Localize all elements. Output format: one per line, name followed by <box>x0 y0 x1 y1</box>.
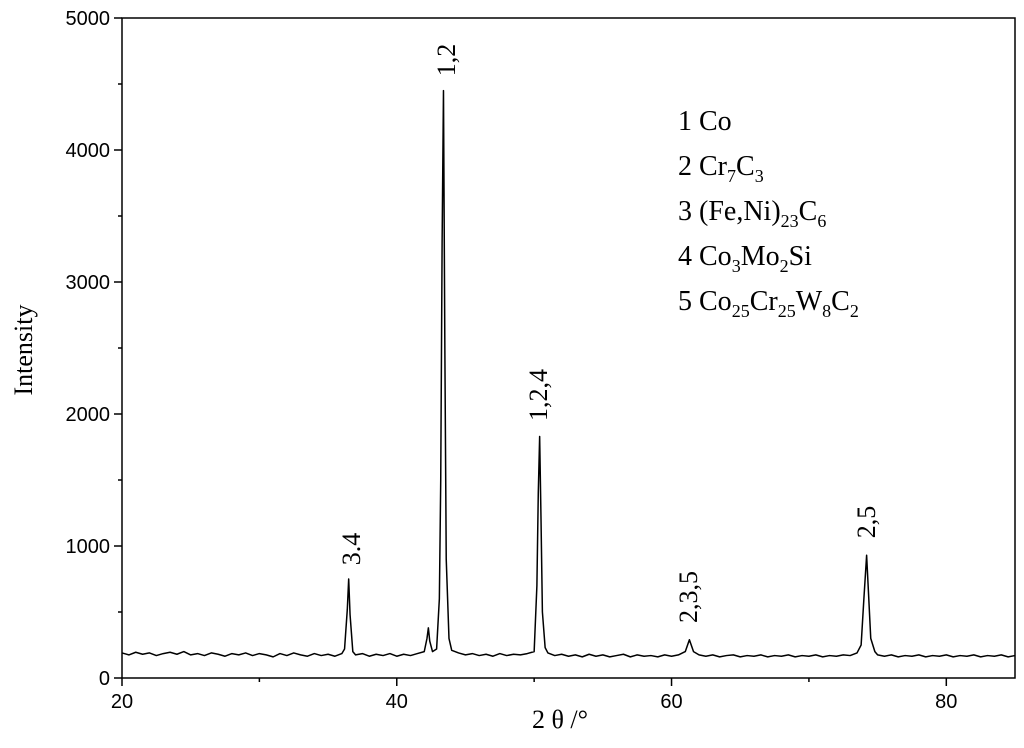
legend-text: C <box>736 151 755 182</box>
legend-subscript: 25 <box>732 301 750 321</box>
legend-subscript: 8 <box>822 301 831 321</box>
plot-frame <box>121 17 1016 679</box>
x-axis-label: 2 θ /° <box>532 705 588 734</box>
peak-label: 1,2,4 <box>524 369 553 421</box>
legend-text: 3 (Fe,Ni) <box>678 196 781 227</box>
legend-subscript: 23 <box>781 211 799 231</box>
legend-subscript: 6 <box>817 211 826 231</box>
legend-entry: 2 Cr7C3 <box>678 151 764 186</box>
legend-entry: 3 (Fe,Ni)23C6 <box>678 196 826 231</box>
x-tick-label: 40 <box>386 691 408 713</box>
legend-text: C <box>831 286 850 317</box>
legend-subscript: 7 <box>727 166 736 186</box>
x-tick-label: 20 <box>111 691 133 713</box>
legend-subscript: 25 <box>778 301 796 321</box>
legend-text: Si <box>789 241 813 272</box>
y-tick-label: 0 <box>99 668 110 690</box>
data-line <box>121 89 1016 658</box>
y-tick-label: 3000 <box>66 272 111 294</box>
x-tick-label: 80 <box>935 691 957 713</box>
legend-subscript: 3 <box>732 256 741 276</box>
legend-text: 4 Co <box>678 241 732 272</box>
legend-subscript: 3 <box>755 166 764 186</box>
legend-text: W <box>796 286 823 317</box>
legend-text: 2 Cr <box>678 151 728 182</box>
y-axis-label: Intensity <box>9 305 38 396</box>
legend-entry: 1 Co <box>678 106 732 137</box>
legend-text: Mo <box>741 241 780 272</box>
x-tick-label: 60 <box>660 691 682 713</box>
peak-label: 3.4 <box>337 533 366 566</box>
legend-text: Cr <box>750 286 779 317</box>
legend-text: C <box>799 196 818 227</box>
peak-label: 1,2 <box>432 44 461 77</box>
legend-subscript: 2 <box>850 301 859 321</box>
legend-subscript: 2 <box>780 256 789 276</box>
legend-text: 1 Co <box>678 106 732 137</box>
peak-label: 2,3,5 <box>674 571 703 623</box>
y-tick-label: 5000 <box>66 8 111 30</box>
legend-entry: 5 Co25Cr25W8C2 <box>678 286 859 321</box>
peak-label: 2,5 <box>852 506 881 539</box>
legend-entry: 4 Co3Mo2Si <box>678 241 812 276</box>
y-tick-label: 1000 <box>66 536 111 558</box>
legend-text: 5 Co <box>678 286 732 317</box>
y-tick-label: 4000 <box>66 140 111 162</box>
y-tick-label: 2000 <box>66 404 111 426</box>
